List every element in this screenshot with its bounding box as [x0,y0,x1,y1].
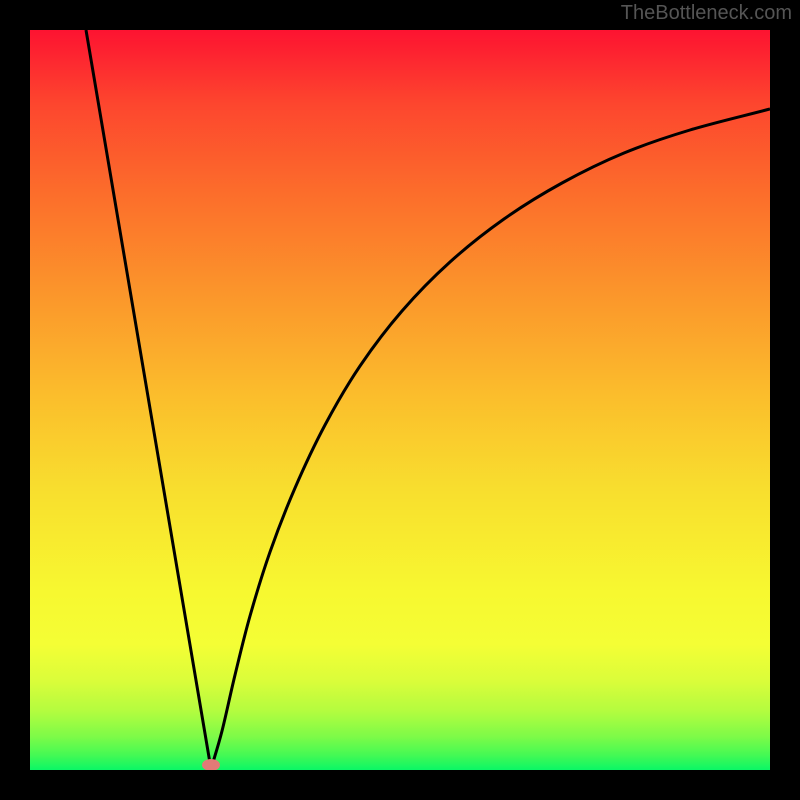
chart-frame: TheBottleneck.com [0,0,800,800]
plot-svg [30,30,770,770]
watermark-text: TheBottleneck.com [621,2,792,25]
plot-area [30,30,770,770]
